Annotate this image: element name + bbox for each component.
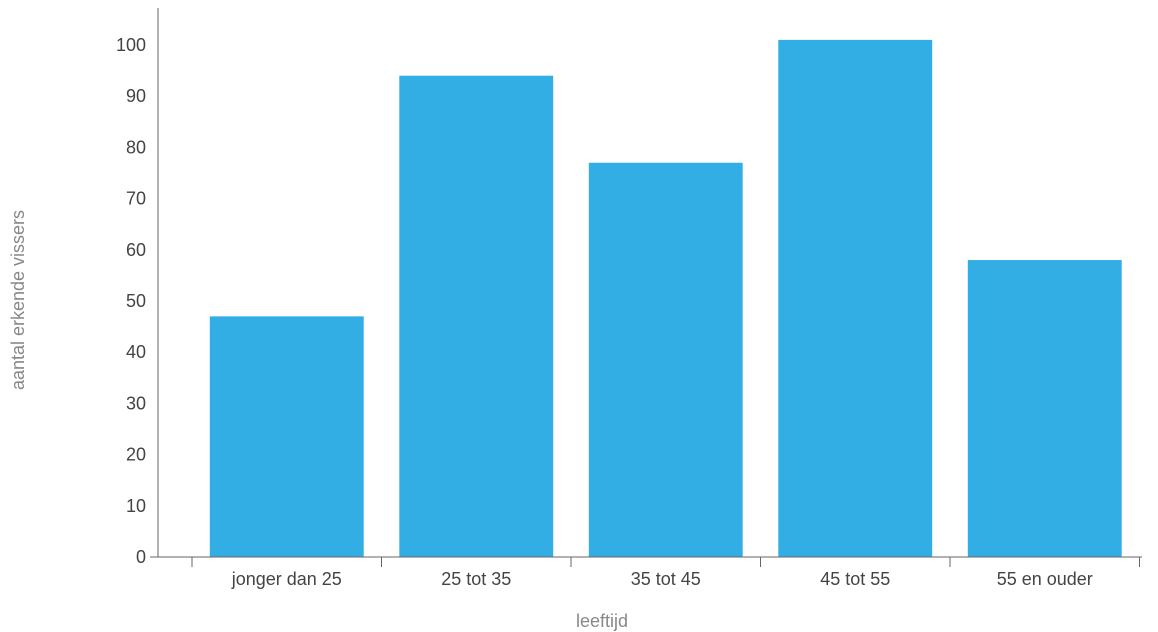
- y-tick-label: 100: [116, 35, 146, 55]
- x-tick-label: 35 tot 45: [631, 569, 701, 589]
- x-tick-label: jonger dan 25: [231, 569, 342, 589]
- y-axis-ticks: 0 10 20 30 40 50 60 70 80 90 100: [116, 35, 146, 567]
- x-tick-label: 25 tot 35: [441, 569, 511, 589]
- y-tick-label: 50: [126, 291, 146, 311]
- bar: [967, 260, 1122, 557]
- y-tick-label: 60: [126, 240, 146, 260]
- y-axis-title: aantal erkende vissers: [8, 210, 28, 390]
- y-tick-label: 30: [126, 393, 146, 413]
- bars-group: [209, 39, 1122, 557]
- x-axis-ticks: jonger dan 25 25 tot 35 35 tot 45 45 tot 55…: [191, 557, 1140, 589]
- y-tick-label: 90: [126, 86, 146, 106]
- x-axis-title: leeftijd: [576, 611, 628, 631]
- bar: [209, 316, 364, 557]
- y-tick-label: 70: [126, 189, 146, 209]
- x-tick-label: 55 en ouder: [997, 569, 1093, 589]
- y-tick-label: 80: [126, 137, 146, 157]
- y-tick-label: 0: [136, 547, 146, 567]
- x-tick-label: 45 tot 55: [820, 569, 890, 589]
- y-tick-label: 40: [126, 342, 146, 362]
- bar: [778, 39, 933, 557]
- y-tick-label: 10: [126, 496, 146, 516]
- bar: [399, 75, 554, 557]
- bar: [588, 162, 743, 557]
- y-tick-label: 20: [126, 445, 146, 465]
